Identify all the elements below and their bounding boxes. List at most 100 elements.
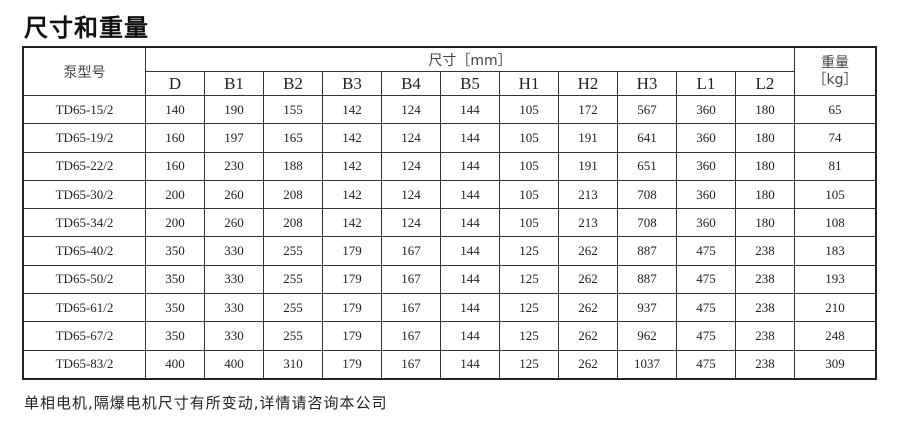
value-cell: 350 bbox=[145, 236, 205, 266]
value-cell: 248 bbox=[794, 321, 877, 351]
value-cell: 125 bbox=[499, 293, 559, 323]
value-cell: 144 bbox=[440, 123, 500, 153]
value-cell: 191 bbox=[558, 123, 618, 153]
value-cell: 144 bbox=[440, 151, 500, 181]
value-cell: 180 bbox=[735, 208, 795, 238]
footer-note: 单相电机,隔爆电机尺寸有所变动,详情请咨询本公司 bbox=[24, 394, 388, 412]
value-cell: 188 bbox=[263, 151, 323, 181]
column-header-d: D bbox=[145, 71, 205, 96]
value-cell: 238 bbox=[735, 293, 795, 323]
value-cell: 208 bbox=[263, 208, 323, 238]
value-cell: 142 bbox=[322, 123, 382, 153]
table-row: TD65-83/2 400 400 310 179 167 144 125 262 1037 475… bbox=[22, 349, 877, 380]
value-cell: 887 bbox=[617, 264, 677, 295]
value-cell: 255 bbox=[263, 321, 323, 351]
page-title: 尺寸和重量 bbox=[24, 14, 149, 42]
value-cell: 200 bbox=[145, 208, 205, 238]
value-cell: 708 bbox=[617, 179, 677, 210]
value-cell: 213 bbox=[558, 179, 618, 210]
value-cell: 475 bbox=[676, 264, 736, 295]
dimensions-table: 泵型号 尺寸［mm］ 重量 ［kg］ D B1 B2 B3 B4 B5 H1 H2 H3 L1 L2… bbox=[22, 46, 877, 380]
value-cell: 330 bbox=[204, 293, 264, 323]
value-cell: 197 bbox=[204, 123, 264, 153]
value-cell: 210 bbox=[794, 293, 877, 323]
value-cell: 142 bbox=[322, 151, 382, 181]
value-cell: 179 bbox=[322, 349, 382, 380]
value-cell: 360 bbox=[676, 151, 736, 181]
value-cell: 160 bbox=[145, 151, 205, 181]
value-cell: 330 bbox=[204, 264, 264, 295]
value-cell: 65 bbox=[794, 94, 877, 125]
model-cell: TD65-67/2 bbox=[22, 321, 146, 351]
value-cell: 238 bbox=[735, 321, 795, 351]
value-cell: 567 bbox=[617, 94, 677, 125]
value-cell: 1037 bbox=[617, 349, 677, 380]
value-cell: 105 bbox=[499, 151, 559, 181]
value-cell: 475 bbox=[676, 293, 736, 323]
value-cell: 238 bbox=[735, 264, 795, 295]
column-header-h2: H2 bbox=[558, 71, 618, 96]
value-cell: 310 bbox=[263, 349, 323, 380]
value-cell: 475 bbox=[676, 236, 736, 266]
column-header-b5: B5 bbox=[440, 71, 500, 96]
value-cell: 309 bbox=[794, 349, 877, 380]
value-cell: 144 bbox=[440, 321, 500, 351]
value-cell: 400 bbox=[204, 349, 264, 380]
value-cell: 105 bbox=[499, 94, 559, 125]
column-header-l1: L1 bbox=[676, 71, 736, 96]
value-cell: 190 bbox=[204, 94, 264, 125]
value-cell: 887 bbox=[617, 236, 677, 266]
weight-header: 重量 ［kg］ bbox=[794, 46, 877, 96]
value-cell: 144 bbox=[440, 179, 500, 210]
value-cell: 262 bbox=[558, 236, 618, 266]
value-cell: 200 bbox=[145, 179, 205, 210]
value-cell: 708 bbox=[617, 208, 677, 238]
value-cell: 167 bbox=[381, 293, 441, 323]
value-cell: 142 bbox=[322, 179, 382, 210]
column-header-b1: B1 bbox=[204, 71, 264, 96]
value-cell: 81 bbox=[794, 151, 877, 181]
table-row: TD65-67/2 350 330 255 179 167 144 125 262 962 475 2… bbox=[22, 321, 877, 351]
column-header-h3: H3 bbox=[617, 71, 677, 96]
value-cell: 208 bbox=[263, 179, 323, 210]
value-cell: 350 bbox=[145, 321, 205, 351]
value-cell: 108 bbox=[794, 208, 877, 238]
value-cell: 74 bbox=[794, 123, 877, 153]
value-cell: 160 bbox=[145, 123, 205, 153]
model-cell: TD65-40/2 bbox=[22, 236, 146, 266]
value-cell: 180 bbox=[735, 123, 795, 153]
value-cell: 262 bbox=[558, 349, 618, 380]
table-row: TD65-61/2 350 330 255 179 167 144 125 262 937 475 2… bbox=[22, 293, 877, 323]
value-cell: 125 bbox=[499, 264, 559, 295]
table-row: TD65-40/2 350 330 255 179 167 144 125 262 887 475 2… bbox=[22, 236, 877, 266]
model-header: 泵型号 bbox=[22, 46, 146, 96]
weight-header-unit: ［kg］ bbox=[812, 71, 858, 88]
value-cell: 167 bbox=[381, 236, 441, 266]
column-header-h1: H1 bbox=[499, 71, 559, 96]
table-row: TD65-15/2 140 190 155 142 124 144 105 172 567 360 1… bbox=[22, 94, 877, 125]
value-cell: 191 bbox=[558, 151, 618, 181]
value-cell: 172 bbox=[558, 94, 618, 125]
value-cell: 124 bbox=[381, 179, 441, 210]
value-cell: 651 bbox=[617, 151, 677, 181]
value-cell: 260 bbox=[204, 179, 264, 210]
value-cell: 165 bbox=[263, 123, 323, 153]
value-cell: 260 bbox=[204, 208, 264, 238]
value-cell: 330 bbox=[204, 321, 264, 351]
value-cell: 155 bbox=[263, 94, 323, 125]
value-cell: 140 bbox=[145, 94, 205, 125]
value-cell: 105 bbox=[499, 123, 559, 153]
weight-header-label: 重量 bbox=[821, 54, 849, 71]
value-cell: 179 bbox=[322, 321, 382, 351]
value-cell: 360 bbox=[676, 208, 736, 238]
model-cell: TD65-50/2 bbox=[22, 264, 146, 295]
value-cell: 255 bbox=[263, 236, 323, 266]
value-cell: 641 bbox=[617, 123, 677, 153]
value-cell: 475 bbox=[676, 349, 736, 380]
column-header-b3: B3 bbox=[322, 71, 382, 96]
value-cell: 230 bbox=[204, 151, 264, 181]
value-cell: 262 bbox=[558, 321, 618, 351]
value-cell: 124 bbox=[381, 123, 441, 153]
table-row: TD65-34/2 200 260 208 142 124 144 105 213 708 360 1… bbox=[22, 208, 877, 238]
model-cell: TD65-61/2 bbox=[22, 293, 146, 323]
